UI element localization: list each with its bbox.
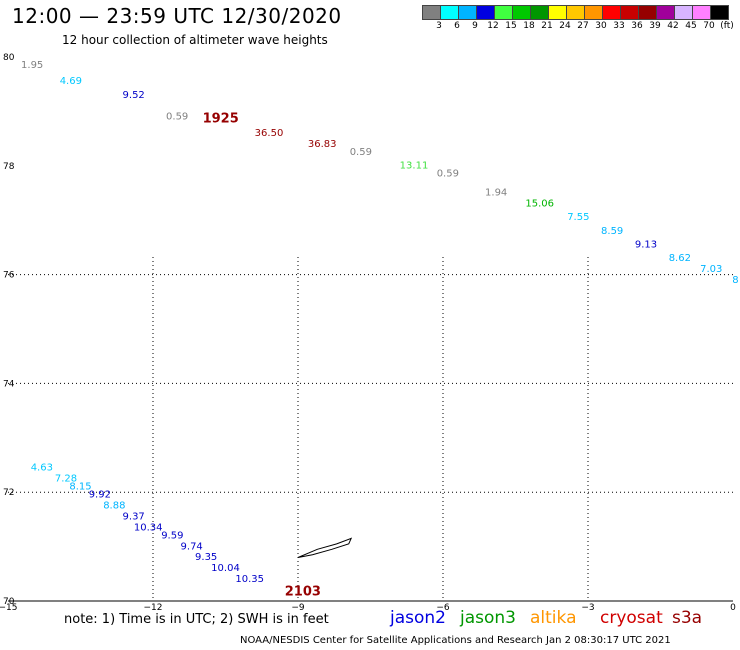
- legend-label: 70: [703, 21, 715, 31]
- wave-height-label: 9.52: [123, 90, 145, 101]
- legend-label: 9: [472, 21, 478, 31]
- wave-height-label: 10.34: [134, 522, 163, 533]
- satellite-jason3: jason3: [460, 608, 516, 628]
- wave-height-label: 9.92: [89, 490, 111, 501]
- legend-label: 6: [454, 21, 460, 31]
- legend-label: 45: [685, 21, 697, 31]
- wave-height-label: 8.88: [103, 501, 125, 512]
- satellite-s3a: s3a: [672, 608, 703, 628]
- wave-height-label: 10.35: [235, 574, 264, 585]
- wave-height-label: 15.06: [525, 199, 554, 210]
- chart-subtitle: 12 hour collection of altimeter wave hei…: [62, 33, 328, 47]
- legend-label: 24: [559, 21, 571, 31]
- wave-height-label: 9.37: [123, 511, 145, 522]
- wave-height-label: 10.04: [211, 563, 240, 574]
- legend-label: 33: [613, 21, 625, 31]
- wave-height-label: 8: [732, 275, 738, 286]
- satellite-altika: altika: [530, 608, 577, 628]
- x-tick-label: −9: [291, 603, 305, 613]
- satellite-cryosat: cryosat: [600, 608, 663, 628]
- y-tick-label: 76: [3, 271, 15, 281]
- wave-height-label: 0.59: [350, 147, 372, 158]
- legend-label: 39: [649, 21, 661, 31]
- legend-label: 42: [667, 21, 679, 31]
- wave-height-label: 0.59: [166, 112, 188, 123]
- legend-label: 12: [487, 21, 499, 31]
- wave-height-label: 4.69: [60, 76, 82, 87]
- wave-height-label: 0.59: [437, 169, 459, 180]
- wave-height-label: 4.63: [31, 462, 53, 473]
- wave-height-label: 8.62: [669, 253, 691, 264]
- footer-credit: NOAA/NESDIS Center for Satellite Applica…: [240, 635, 671, 646]
- wave-height-label: 1.94: [485, 188, 507, 199]
- wave-height-label: 36.50: [255, 128, 284, 139]
- legend-label: 21: [541, 21, 553, 31]
- legend-swatch: [710, 5, 729, 20]
- legend-label: (ft): [720, 21, 734, 31]
- y-tick-label: 78: [3, 162, 15, 172]
- wave-height-label: 8.59: [601, 226, 623, 237]
- y-tick-label: 80: [3, 53, 15, 63]
- y-tick-label: 72: [3, 488, 14, 498]
- wave-height-label: 7.28: [55, 473, 77, 484]
- wave-height-label: 9.59: [161, 530, 183, 541]
- satellite-jason2: jason2: [390, 608, 446, 628]
- footer-note: note: 1) Time is in UTC; 2) SWH is in fe…: [64, 612, 329, 627]
- legend-label: 18: [523, 21, 535, 31]
- x-tick-label: −6: [436, 603, 450, 613]
- wave-height-label: 9.35: [195, 552, 217, 563]
- legend-label: 3: [436, 21, 442, 31]
- color-legend: [422, 5, 729, 20]
- x-tick-label: −12: [144, 603, 163, 613]
- legend-label: 36: [631, 21, 643, 31]
- wave-height-label: 36.83: [308, 139, 337, 150]
- time-label: 1925: [203, 111, 239, 126]
- legend-label: 30: [595, 21, 607, 31]
- chart-title: 12:00 — 23:59 UTC 12/30/2020: [12, 4, 342, 28]
- legend-label: 27: [577, 21, 589, 31]
- wave-height-label: 7.55: [567, 212, 589, 223]
- wave-height-label: 9.13: [635, 239, 657, 250]
- x-tick-label: −15: [0, 603, 18, 613]
- coastline-jan-mayen: [297, 537, 353, 558]
- wave-height-label: 13.11: [400, 161, 429, 172]
- wave-height-label: 9.74: [181, 541, 203, 552]
- y-tick-label: 74: [3, 379, 15, 389]
- y-tick-label: 70: [3, 597, 15, 607]
- wave-height-label: 1.95: [21, 60, 43, 71]
- wave-height-label: 7.03: [700, 264, 722, 275]
- wave-height-label: 8.15: [69, 481, 91, 492]
- x-tick-label: 0: [730, 603, 736, 613]
- x-tick-label: −3: [581, 603, 594, 613]
- time-label: 2103: [285, 585, 321, 600]
- legend-label: 15: [505, 21, 517, 31]
